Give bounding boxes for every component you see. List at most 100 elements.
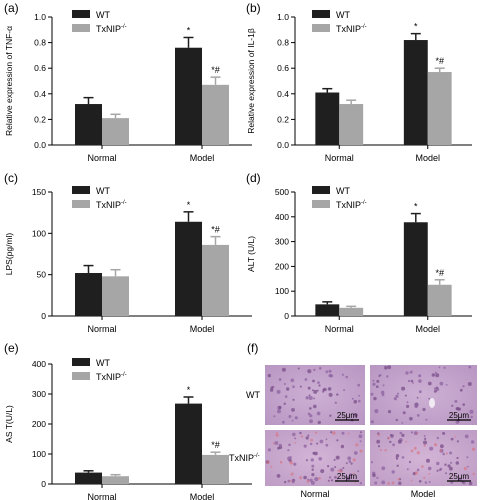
row-label-txnip: TxNIP-/-	[229, 453, 260, 463]
cell-nucleus	[395, 418, 398, 422]
cell-nucleus	[381, 466, 386, 471]
cell-nucleus	[327, 387, 332, 391]
red-cell	[384, 449, 387, 452]
micrograph-txnip-normal: 25μm	[265, 430, 365, 486]
cell-nucleus	[328, 369, 332, 373]
cell-nucleus	[311, 468, 314, 471]
cell-nucleus	[431, 373, 435, 377]
red-cell	[353, 472, 355, 475]
y-tick-label: 200	[275, 261, 289, 271]
cell-nucleus	[291, 419, 294, 422]
bar-txnip-normal	[102, 476, 129, 484]
cell-nucleus	[299, 385, 302, 388]
cell-nucleus	[327, 465, 330, 468]
cell-nucleus	[283, 480, 287, 484]
bar-wt-normal	[315, 304, 340, 316]
cell-nucleus	[357, 470, 360, 473]
x-tick-label: Normal	[87, 153, 116, 163]
cell-nucleus	[269, 388, 274, 392]
cell-nucleus	[418, 390, 422, 394]
cell-nucleus	[313, 368, 316, 372]
significance-mark: *	[414, 22, 418, 32]
cell-nucleus	[373, 396, 377, 401]
red-cell	[276, 431, 278, 434]
red-cell	[359, 449, 363, 453]
bar-wt-model	[175, 221, 202, 316]
cell-nucleus	[401, 433, 405, 437]
red-cell	[339, 469, 343, 473]
cell-nucleus	[391, 470, 395, 474]
cell-nucleus	[267, 373, 271, 378]
cell-nucleus	[406, 404, 410, 408]
cell-nucleus	[345, 375, 349, 379]
red-cell	[275, 433, 279, 437]
bar-wt-normal	[75, 104, 102, 145]
bar-txnip-model	[427, 284, 452, 316]
legend-swatch-wt	[312, 10, 330, 18]
scale-bar-label: 25μm	[337, 411, 358, 420]
cell-nucleus	[310, 458, 314, 462]
legend-label-txnip-sup: -/-	[361, 24, 367, 30]
bar-wt-normal	[75, 472, 102, 484]
cell-nucleus	[270, 386, 274, 390]
cell-nucleus	[376, 379, 380, 383]
legend-label-txnip-base: TxNIP	[96, 200, 121, 210]
red-cell	[405, 441, 408, 443]
x-tick-label: Normal	[87, 324, 116, 334]
red-cell	[300, 435, 304, 438]
red-cell	[397, 478, 400, 481]
red-cell	[428, 473, 431, 475]
red-cell	[290, 472, 294, 476]
cell-nucleus	[290, 378, 295, 383]
cell-nucleus	[376, 385, 379, 389]
cell-nucleus	[467, 465, 469, 468]
panel-label: (a)	[4, 1, 19, 15]
red-cell	[306, 480, 310, 483]
red-cell	[445, 452, 448, 455]
cell-nucleus	[287, 479, 291, 483]
cell-nucleus	[374, 481, 378, 485]
cell-nucleus	[439, 381, 444, 386]
y-tick-label: 0.2	[277, 114, 289, 124]
cell-nucleus	[318, 367, 322, 370]
red-cell	[471, 447, 476, 451]
cell-nucleus	[325, 438, 328, 441]
y-axis-label: Relative expression of TNF-α	[4, 26, 14, 136]
cell-nucleus	[278, 443, 282, 448]
red-cell	[416, 431, 419, 434]
cell-nucleus	[387, 365, 392, 370]
cell-nucleus	[283, 402, 286, 405]
cell-nucleus	[309, 442, 313, 446]
cell-nucleus	[308, 394, 311, 397]
significance-mark: *#	[211, 65, 220, 75]
cell-nucleus	[316, 442, 319, 445]
cell-nucleus	[336, 393, 339, 396]
chart-panel-e: (e) 0 100 200 300 400 AS T(U/L) Normal Model * *# W…	[4, 341, 252, 500]
cell-nucleus	[307, 386, 311, 390]
cell-nucleus	[418, 480, 422, 483]
cell-nucleus	[294, 416, 298, 420]
cell-nucleus	[393, 397, 397, 401]
cell-nucleus	[371, 461, 374, 464]
legend-swatch-wt	[312, 186, 330, 194]
cell-nucleus	[357, 383, 361, 387]
red-cell	[379, 449, 382, 451]
cell-nucleus	[376, 439, 381, 444]
red-cell	[337, 469, 340, 472]
cell-nucleus	[309, 478, 313, 482]
scale-bar-label: 25μm	[449, 411, 470, 420]
row-label-txnip-sup: -/-	[254, 453, 260, 459]
micrograph-background	[265, 365, 365, 425]
row-label-wt: WT	[246, 390, 260, 400]
cell-nucleus	[309, 407, 312, 410]
y-tick-label: 300	[32, 389, 46, 399]
cell-nucleus	[303, 444, 307, 448]
panel-label: (c)	[4, 171, 18, 185]
y-tick-label: 0.0	[34, 140, 46, 150]
micrograph-wt-model: 25μm	[370, 365, 477, 425]
x-tick-label: Model	[415, 153, 440, 163]
red-cell	[352, 458, 356, 462]
scale-bar-label: 25μm	[337, 472, 358, 481]
cell-nucleus	[313, 389, 318, 394]
cell-nucleus	[297, 367, 300, 370]
